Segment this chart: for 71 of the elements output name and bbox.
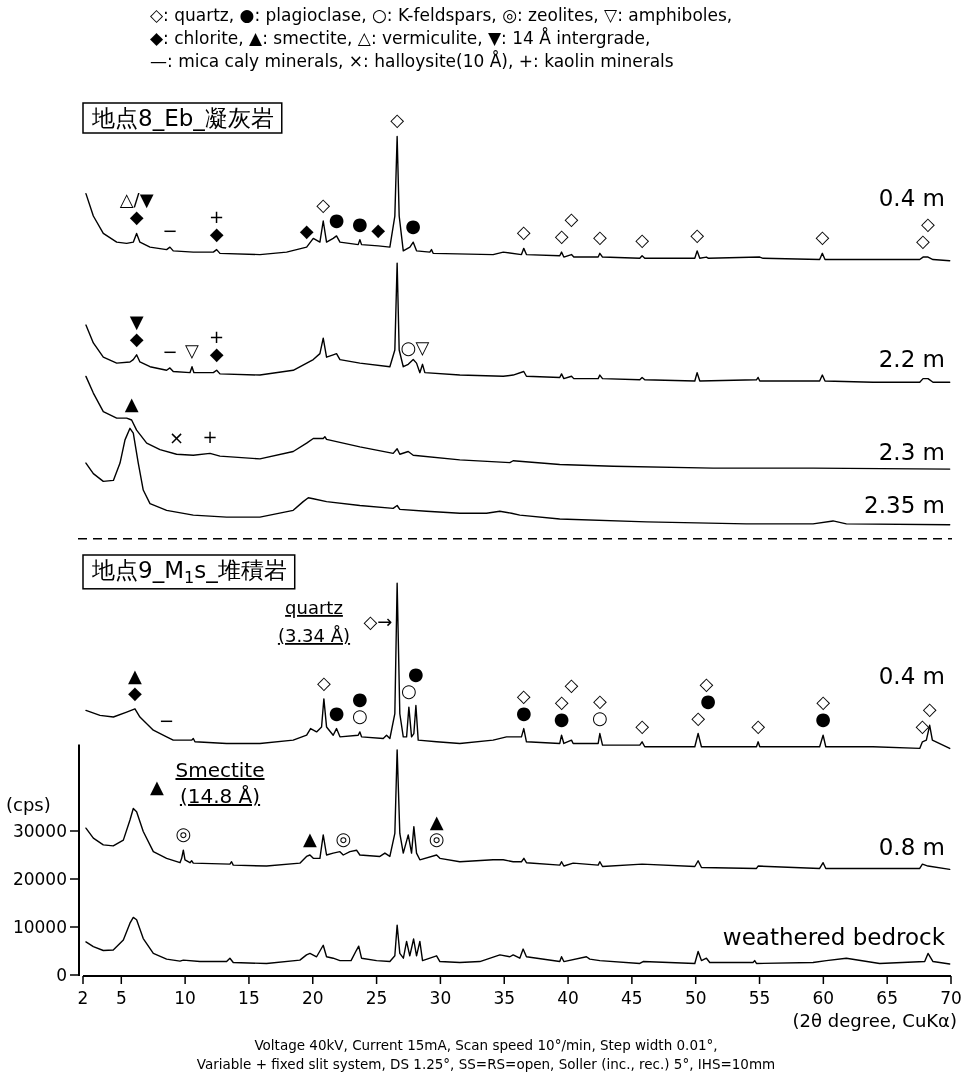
annotation: quartz (3.34 Å) (277, 597, 351, 646)
annotation: ▲ (150, 776, 165, 797)
text: 地点8_Eb_凝灰岩 (91, 105, 274, 131)
y-tick-label: 30000 (12, 821, 67, 841)
x-tick-label: 2 (77, 988, 89, 1008)
text: ◆: chlorite, ▲: smectite, △: vermiculite, ▼: 14 Å intergrade, (150, 27, 651, 48)
annotation: − (162, 219, 178, 241)
annotation: × (169, 426, 185, 448)
annotation: ◇ (564, 673, 579, 695)
annotation: ◇ (751, 714, 766, 736)
annotation: ◇ (316, 671, 331, 693)
annotation: ◎ (335, 827, 352, 849)
annotation: ◇ (592, 225, 607, 247)
annotation: ▽ (185, 339, 200, 361)
annotation: ◇ (815, 225, 830, 247)
x-tick-label: 5 (115, 988, 127, 1008)
annotation: ● (328, 701, 345, 723)
series-label: 0.4 m (878, 663, 945, 690)
annotation: ▼ (129, 310, 144, 332)
annotation: ◎ (175, 822, 192, 844)
text: Variable + fixed slit system, DS 1.25°, SS=RS=open, Soller (inc., rec.) 5°, IHS=10mm (196, 1056, 776, 1072)
y-tick-label: 10000 (12, 917, 67, 937)
annotation: ○ (400, 336, 417, 358)
x-tick-label: 60 (812, 988, 835, 1008)
x-tick-label: 50 (684, 988, 707, 1008)
series-label: 2.3 m (878, 439, 945, 466)
x-axis-title: (2θ degree, CuKα) (792, 1010, 957, 1031)
annotation: ◇→ (363, 611, 393, 632)
x-tick-label: 65 (876, 988, 898, 1008)
annotation: ◇ (516, 220, 531, 242)
annotation: ● (405, 214, 422, 236)
annotation: ◇ (690, 223, 705, 245)
annotation: ◇ (316, 193, 331, 215)
annotation: ◇ (635, 228, 650, 250)
y-tick-label: 0 (56, 965, 67, 985)
x-tick-label: 55 (748, 988, 771, 1008)
text: ◇: quartz, ●: plagioclase, ○: K-feldspars, ◎: zeolites, ▽: amphiboles, (150, 5, 733, 25)
annotation: + (202, 425, 218, 447)
x-tick-label: 45 (621, 988, 643, 1008)
annotation: ◆ (299, 219, 314, 241)
annotation: ▲ (303, 827, 318, 849)
annotation: ▲ (124, 392, 139, 414)
annotation: ▽ (415, 336, 430, 358)
x-tick-label: 20 (301, 988, 324, 1008)
x-tick-label: 15 (238, 988, 260, 1008)
x-tick-label: 35 (493, 988, 516, 1008)
series-label: 2.35 m (864, 491, 945, 518)
annotation: ● (352, 212, 368, 234)
x-tick-label: 30 (429, 988, 452, 1008)
annotation: Smectite (14.8 Å) (175, 758, 265, 808)
series-label: 2.2 m (878, 346, 945, 373)
x-tick-label: 25 (365, 988, 388, 1008)
line-series (85, 749, 951, 871)
line-series (85, 916, 951, 965)
annotation: − (162, 340, 178, 362)
x-tick-label: 10 (174, 988, 196, 1008)
text: Voltage 40kV, Current 15mA, Scan speed 10°/min, Step width 0.01°, (254, 1037, 718, 1053)
series-label: 0.8 m (878, 833, 945, 860)
annotation: ◆ (371, 218, 386, 240)
y-tick-label: 20000 (12, 869, 67, 889)
annotation: − (159, 709, 175, 731)
series-label: weathered bedrock (722, 924, 946, 951)
x-tick-label: 40 (557, 988, 579, 1008)
text: —: mica caly minerals, ×: halloysite(10 Å), +: kaolin minerals (150, 50, 674, 71)
text: 0.4 m (878, 185, 945, 212)
x-tick-label: 70 (940, 988, 962, 1008)
annotation: ● (328, 208, 345, 230)
annotation: ◇ (635, 714, 650, 736)
annotation: 地点9_M$_{1}$s_堆積岩 (91, 557, 287, 587)
y-axis-title: (cps) (6, 794, 51, 815)
annotation: ◇ (390, 108, 405, 130)
